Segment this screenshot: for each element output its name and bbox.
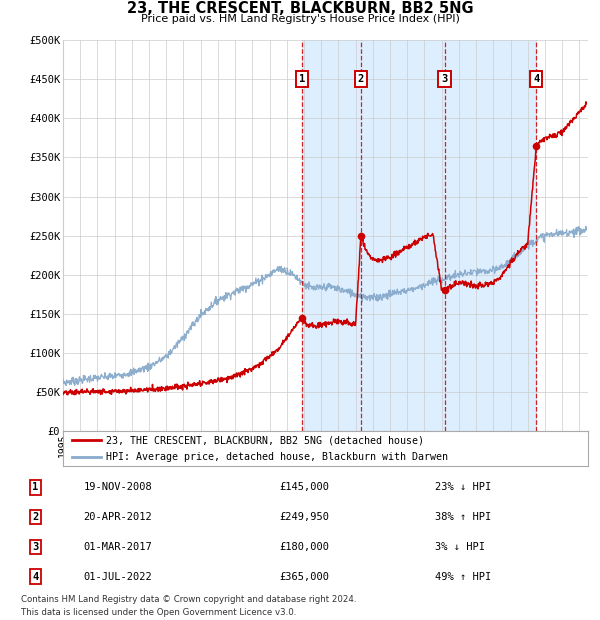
Text: 3: 3: [32, 542, 38, 552]
Text: 23, THE CRESCENT, BLACKBURN, BB2 5NG: 23, THE CRESCENT, BLACKBURN, BB2 5NG: [127, 1, 473, 16]
Text: Contains HM Land Registry data © Crown copyright and database right 2024.: Contains HM Land Registry data © Crown c…: [21, 595, 356, 604]
Text: 2: 2: [32, 512, 38, 522]
Text: 01-MAR-2017: 01-MAR-2017: [83, 542, 152, 552]
Text: 19-NOV-2008: 19-NOV-2008: [83, 482, 152, 492]
Text: 3% ↓ HPI: 3% ↓ HPI: [435, 542, 485, 552]
Text: £145,000: £145,000: [280, 482, 329, 492]
Text: £365,000: £365,000: [280, 572, 329, 582]
Text: 3: 3: [442, 74, 448, 84]
Text: HPI: Average price, detached house, Blackburn with Darwen: HPI: Average price, detached house, Blac…: [106, 452, 448, 462]
Text: 4: 4: [533, 74, 539, 84]
Text: Price paid vs. HM Land Registry's House Price Index (HPI): Price paid vs. HM Land Registry's House …: [140, 14, 460, 24]
Text: £249,950: £249,950: [280, 512, 329, 522]
Bar: [302, 40, 536, 431]
Text: 4: 4: [32, 572, 38, 582]
Text: 38% ↑ HPI: 38% ↑ HPI: [435, 512, 491, 522]
Text: 20-APR-2012: 20-APR-2012: [83, 512, 152, 522]
Text: 49% ↑ HPI: 49% ↑ HPI: [435, 572, 491, 582]
Text: 1: 1: [299, 74, 305, 84]
Text: 1: 1: [32, 482, 38, 492]
Text: 23, THE CRESCENT, BLACKBURN, BB2 5NG (detached house): 23, THE CRESCENT, BLACKBURN, BB2 5NG (de…: [106, 435, 424, 445]
Text: £180,000: £180,000: [280, 542, 329, 552]
Text: 2: 2: [358, 74, 364, 84]
Text: 23% ↓ HPI: 23% ↓ HPI: [435, 482, 491, 492]
Text: 01-JUL-2022: 01-JUL-2022: [83, 572, 152, 582]
Text: This data is licensed under the Open Government Licence v3.0.: This data is licensed under the Open Gov…: [21, 608, 296, 618]
